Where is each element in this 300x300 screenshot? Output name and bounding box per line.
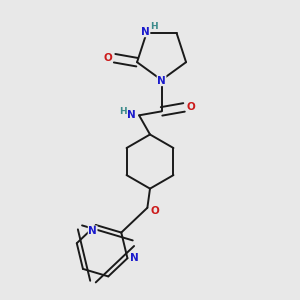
Text: O: O xyxy=(150,206,159,216)
Text: N: N xyxy=(157,76,166,85)
Text: H: H xyxy=(150,22,158,31)
Text: H: H xyxy=(119,107,126,116)
Text: N: N xyxy=(128,110,136,120)
Text: N: N xyxy=(130,253,138,262)
Text: O: O xyxy=(187,102,196,112)
Text: O: O xyxy=(103,52,112,63)
Text: N: N xyxy=(88,226,97,236)
Text: N: N xyxy=(141,27,150,37)
